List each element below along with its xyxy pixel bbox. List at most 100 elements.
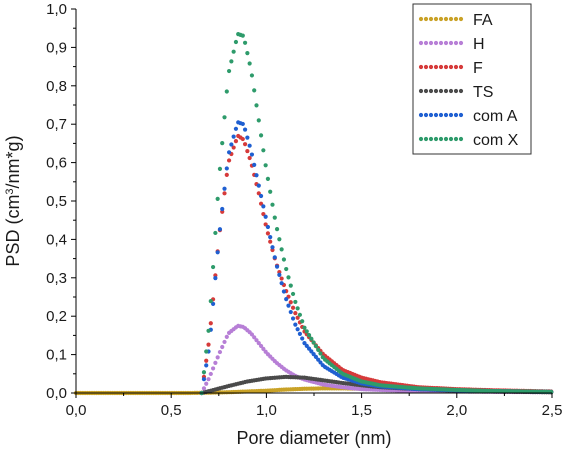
legend-swatch-dot: [448, 64, 454, 70]
data-point: [201, 370, 207, 375]
data-point: [247, 155, 252, 161]
data-point: [226, 150, 232, 155]
data-point: [201, 377, 207, 382]
y-tick-label: 0,0: [46, 385, 67, 402]
legend-swatch-dot: [443, 112, 449, 118]
data-point: [281, 289, 287, 294]
legend-item: F: [418, 60, 483, 77]
legend-swatch-dot: [423, 112, 429, 118]
legend-swatch-dot: [423, 136, 429, 142]
data-point: [313, 344, 318, 349]
legend-label: com X: [473, 132, 519, 149]
legend-swatch-dot: [438, 40, 444, 46]
data-point: [288, 283, 293, 288]
data-point: [311, 352, 316, 357]
legend-swatch-dot: [433, 88, 439, 94]
legend-swatch-dot: [448, 16, 454, 22]
data-point: [297, 312, 303, 317]
data-point: [206, 328, 211, 333]
data-point: [258, 133, 264, 138]
series-com-a: [199, 120, 554, 396]
data-point: [309, 349, 314, 354]
data-point: [288, 300, 293, 305]
legend-swatch-dot: [443, 136, 449, 142]
legend-swatch-dot: [418, 40, 424, 46]
legend-label: H: [473, 36, 485, 53]
legend-swatch-dot: [423, 88, 429, 94]
legend-swatch-dot: [433, 136, 439, 142]
data-point: [297, 331, 303, 336]
legend-item: com X: [418, 132, 519, 149]
data-point: [295, 315, 300, 320]
data-point: [279, 247, 284, 252]
legend-swatch-dot: [448, 112, 454, 118]
x-tick-label: 2,5: [542, 402, 563, 419]
legend-swatch-dot: [458, 136, 464, 142]
x-tick-label: 2,0: [446, 402, 467, 419]
data-point: [217, 227, 223, 232]
legend-label: FA: [473, 12, 493, 29]
legend-swatch-dot: [438, 112, 444, 118]
data-point: [295, 327, 300, 332]
legend-swatch-dot: [433, 16, 439, 22]
legend-swatch-dot: [448, 40, 454, 46]
data-point: [261, 346, 266, 351]
data-point: [224, 166, 229, 171]
legend-swatch-dot: [423, 64, 429, 70]
legend-swatch-dot: [418, 112, 424, 118]
data-point: [222, 191, 227, 196]
data-point: [201, 386, 207, 391]
data-point: [231, 145, 236, 150]
data-point: [268, 235, 273, 240]
data-point: [213, 360, 218, 365]
legend-swatch-dot: [433, 64, 439, 70]
data-point: [258, 343, 264, 349]
y-axis-title: PSD (cm3/nm*g): [3, 135, 23, 266]
data-point: [286, 275, 291, 280]
legend-swatch-dot: [453, 112, 459, 118]
data-point: [240, 33, 245, 38]
data-point: [279, 281, 284, 286]
data-point: [268, 239, 273, 244]
data-point: [318, 360, 323, 365]
legend-swatch-dot: [453, 136, 459, 142]
data-point: [226, 158, 232, 163]
data-point: [279, 276, 284, 281]
x-tick-label: 0,0: [66, 402, 87, 419]
data-point: [302, 325, 307, 330]
data-point: [213, 230, 218, 236]
legend-swatch-dot: [433, 112, 439, 118]
data-point: [233, 139, 239, 144]
legend-label: com A: [473, 108, 518, 125]
data-point: [254, 103, 259, 108]
data-point: [258, 193, 264, 199]
data-point: [208, 321, 213, 326]
data-point: [272, 215, 277, 220]
legend-box: [412, 3, 532, 155]
legend-item: com A: [418, 108, 518, 125]
y-tick-label: 0,9: [46, 39, 67, 56]
data-point: [265, 224, 271, 230]
x-axis-title: Pore diameter (nm): [236, 428, 391, 448]
data-point: [222, 115, 227, 120]
data-point: [290, 305, 296, 310]
data-point: [249, 332, 255, 337]
legend-swatch-dot: [443, 88, 449, 94]
legend-swatch-dot: [438, 136, 444, 142]
data-point: [242, 142, 248, 147]
data-point: [206, 342, 211, 347]
legend-swatch-dot: [418, 136, 424, 142]
data-point: [309, 336, 314, 341]
data-point: [265, 231, 271, 236]
data-point: [210, 301, 216, 307]
data-point: [229, 142, 234, 147]
data-point: [252, 88, 257, 93]
data-point: [286, 303, 291, 308]
legend-swatch-dot: [443, 40, 449, 46]
y-tick-label: 0,5: [46, 193, 67, 210]
legend-swatch-dot: [423, 40, 429, 46]
legend-swatch-dot: [438, 64, 444, 70]
x-tick-label: 1,5: [351, 402, 372, 419]
y-tick-label: 0,4: [46, 231, 67, 248]
data-point: [295, 306, 300, 311]
